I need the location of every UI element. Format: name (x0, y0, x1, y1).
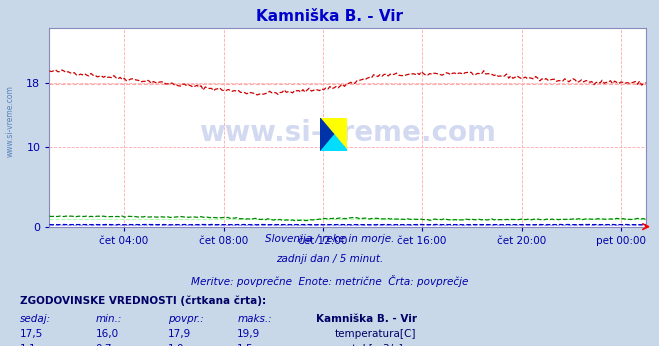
Text: Kamniška B. - Vir: Kamniška B. - Vir (316, 314, 417, 324)
Polygon shape (320, 134, 347, 151)
Text: Meritve: povprečne  Enote: metrične  Črta: povprečje: Meritve: povprečne Enote: metrične Črta:… (191, 275, 468, 287)
Text: maks.:: maks.: (237, 314, 272, 324)
Polygon shape (320, 118, 333, 151)
Text: Slovenija / reke in morje.: Slovenija / reke in morje. (265, 234, 394, 244)
Text: 1,5: 1,5 (237, 344, 254, 346)
Text: 1,1: 1,1 (20, 344, 36, 346)
Text: 17,9: 17,9 (168, 329, 191, 339)
Text: ZGODOVINSKE VREDNOSTI (črtkana črta):: ZGODOVINSKE VREDNOSTI (črtkana črta): (20, 296, 266, 306)
Text: 16,0: 16,0 (96, 329, 119, 339)
Text: www.si-vreme.com: www.si-vreme.com (199, 119, 496, 147)
Text: 1,0: 1,0 (168, 344, 185, 346)
Text: Kamniška B. - Vir: Kamniška B. - Vir (256, 9, 403, 24)
Polygon shape (320, 118, 347, 151)
Text: 17,5: 17,5 (20, 329, 43, 339)
Text: 19,9: 19,9 (237, 329, 260, 339)
Text: povpr.:: povpr.: (168, 314, 204, 324)
Text: sedaj:: sedaj: (20, 314, 51, 324)
Text: min.:: min.: (96, 314, 122, 324)
Text: temperatura[C]: temperatura[C] (335, 329, 416, 339)
Text: zadnji dan / 5 minut.: zadnji dan / 5 minut. (276, 254, 383, 264)
Text: 0,7: 0,7 (96, 344, 112, 346)
Text: www.si-vreme.com: www.si-vreme.com (5, 85, 14, 157)
Text: pretok[m3/s]: pretok[m3/s] (335, 344, 403, 346)
